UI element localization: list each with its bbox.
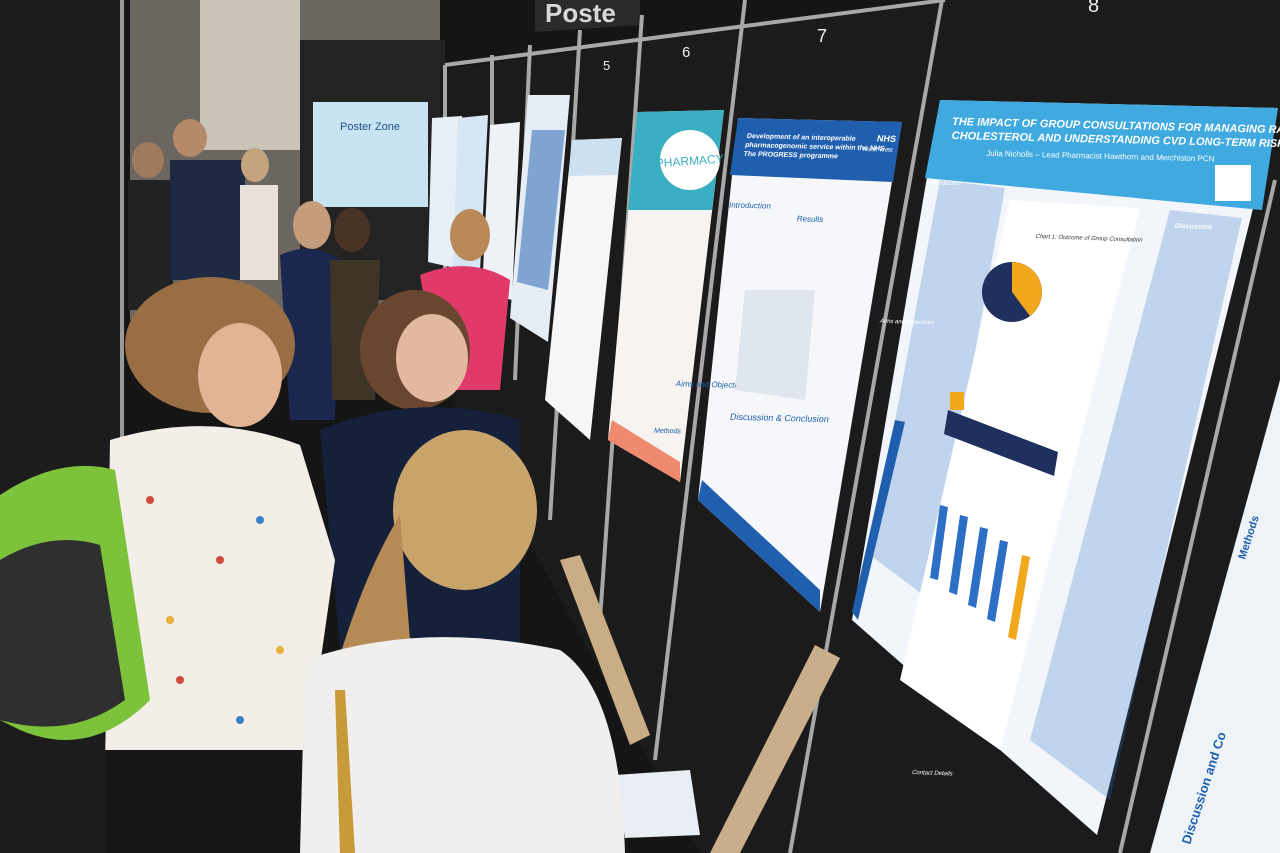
poster-tube xyxy=(710,645,840,853)
poster-8-columns-chart xyxy=(930,505,1030,640)
poster-6-title: PHARMACY xyxy=(655,152,724,171)
poster-7-header xyxy=(730,118,902,182)
poster-8-header xyxy=(925,100,1278,210)
poster-7-section: Introduction xyxy=(728,201,771,211)
far-stand xyxy=(200,0,300,150)
visitor-front xyxy=(300,430,625,853)
hall-sign-bg xyxy=(535,0,640,32)
poster-7-section: Discussion & Conclusion xyxy=(729,412,830,424)
poster-6-footer xyxy=(608,420,680,482)
poster-8-section: Discussion xyxy=(1174,222,1213,231)
board-number: 8 xyxy=(1088,0,1099,17)
booth-sign: Poster Zone xyxy=(340,121,400,133)
poster-8-logo xyxy=(1215,165,1251,201)
poster-7-footer xyxy=(698,480,820,612)
poster-tube xyxy=(560,555,650,745)
poster-7-section: Methods xyxy=(653,428,682,436)
poster-5 xyxy=(545,138,622,440)
poster-7-section: Results xyxy=(796,214,824,224)
poster-7-section: Aims and Objectives xyxy=(675,379,750,390)
poster-6-circle xyxy=(660,130,720,190)
poster-8-section: Contact Details xyxy=(911,769,954,777)
poster-right xyxy=(1150,380,1280,853)
poster-8-chart-caption: Chart 1: Outcome of Group Consultation xyxy=(1034,233,1143,244)
poster-8-bar xyxy=(950,392,964,410)
poster-8-section: Aims and Objectives xyxy=(879,318,935,327)
poster-8-center xyxy=(900,200,1140,750)
poster-8-section: Acknowledgements xyxy=(941,700,995,709)
poster-7-diagram xyxy=(735,290,815,400)
poster-8-bar xyxy=(944,410,1058,476)
poster-7-title: Development of an interoperable xyxy=(746,133,856,143)
poster-7-title: pharmacogenomic service within the NHS – xyxy=(744,142,891,153)
poster-7-title: The PROGRESS programme xyxy=(743,151,839,160)
poster-8-pie-slice xyxy=(1012,262,1043,316)
board-number: 7 xyxy=(817,26,827,46)
poster-7-text: Development of an interoperable pharmaco… xyxy=(653,133,897,436)
board-number: 5 xyxy=(603,58,610,73)
poster-7-logo: NHS xyxy=(876,133,897,143)
visitor-left xyxy=(0,277,335,853)
poster-8-chevrons xyxy=(852,420,905,620)
floor-leaflet xyxy=(615,770,700,838)
poster-4-band xyxy=(517,130,565,290)
poster-8-column xyxy=(870,180,1005,600)
poster-far xyxy=(482,122,520,300)
booth-screen xyxy=(313,102,428,207)
poster-7-org: North West xyxy=(862,147,893,154)
board-number: 6 xyxy=(682,44,690,61)
poster-8-section: Introduction xyxy=(929,179,962,187)
poster-8-column xyxy=(1030,210,1242,800)
board-frames xyxy=(443,0,1277,853)
hall-sign: Poste xyxy=(545,0,616,28)
poster-5-header xyxy=(569,138,622,176)
poster-8-labels: Chart 1: Outcome of Group Consultation I… xyxy=(879,179,1213,777)
